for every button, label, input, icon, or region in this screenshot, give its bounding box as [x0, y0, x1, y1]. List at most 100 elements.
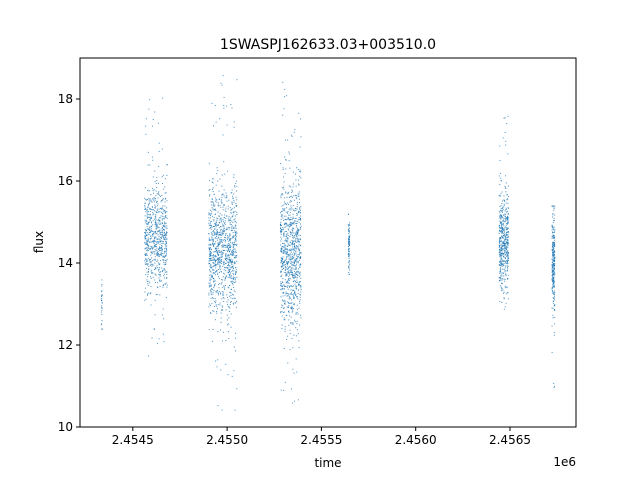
data-point	[280, 249, 282, 251]
data-point	[295, 293, 297, 295]
data-point	[552, 231, 554, 233]
data-point	[146, 279, 148, 281]
data-point	[212, 230, 214, 232]
data-point	[288, 298, 290, 300]
data-point	[282, 167, 284, 169]
data-point	[504, 185, 506, 187]
data-point	[215, 184, 217, 186]
data-point	[225, 192, 227, 194]
data-point	[159, 230, 161, 232]
data-point	[233, 270, 235, 272]
data-point	[292, 310, 294, 312]
data-point	[166, 245, 168, 247]
data-point	[224, 241, 226, 243]
data-point	[554, 292, 556, 294]
data-point	[553, 283, 555, 285]
data-point	[286, 293, 288, 295]
data-point	[503, 229, 505, 231]
data-point	[292, 347, 294, 349]
data-point	[287, 306, 289, 308]
data-point	[281, 283, 283, 285]
data-point	[225, 245, 227, 247]
data-point	[295, 312, 297, 314]
data-point	[235, 270, 237, 272]
data-point	[501, 278, 503, 280]
data-point	[552, 221, 554, 223]
data-point	[222, 291, 224, 293]
data-point	[234, 261, 236, 263]
data-point	[507, 268, 509, 270]
data-point	[155, 221, 157, 223]
data-point	[232, 216, 234, 218]
data-point	[215, 241, 217, 243]
data-point	[284, 245, 286, 247]
data-point	[166, 284, 168, 286]
data-point	[293, 260, 295, 262]
data-point	[292, 368, 294, 370]
data-point	[498, 272, 500, 274]
data-point	[162, 242, 164, 244]
data-point	[291, 195, 293, 197]
data-point	[146, 212, 148, 214]
data-point	[219, 283, 221, 285]
data-point	[217, 232, 219, 234]
data-point	[285, 211, 287, 213]
data-point	[161, 233, 163, 235]
data-point	[150, 271, 152, 273]
data-point	[503, 228, 505, 230]
data-point	[218, 227, 220, 229]
data-point	[498, 251, 500, 253]
data-point	[295, 288, 297, 290]
data-point	[228, 323, 230, 325]
data-point	[154, 204, 156, 206]
data-point	[213, 193, 215, 195]
data-point	[208, 260, 210, 262]
data-point	[214, 319, 216, 321]
data-point	[231, 277, 233, 279]
data-point	[283, 236, 285, 238]
data-point	[295, 185, 297, 187]
data-point	[227, 296, 229, 298]
data-point	[144, 262, 146, 264]
data-point	[296, 371, 298, 373]
data-point	[144, 255, 146, 257]
data-point	[504, 200, 506, 202]
data-point	[299, 274, 301, 276]
data-point	[498, 264, 500, 266]
data-point	[217, 224, 219, 226]
data-point	[220, 309, 222, 311]
data-point	[230, 297, 232, 299]
data-point	[298, 221, 300, 223]
data-point	[292, 268, 294, 270]
data-point	[281, 268, 283, 270]
data-point	[149, 238, 151, 240]
data-point	[285, 291, 287, 293]
data-point	[155, 225, 157, 227]
data-point	[157, 193, 159, 195]
data-point	[347, 213, 349, 215]
data-point	[100, 297, 102, 299]
data-point	[505, 235, 507, 237]
data-point	[221, 241, 223, 243]
data-point	[208, 212, 210, 214]
data-point	[156, 225, 158, 227]
data-point	[235, 222, 237, 224]
data-point	[554, 385, 556, 387]
data-point	[287, 254, 289, 256]
data-point	[299, 169, 301, 171]
data-point	[228, 257, 230, 259]
data-point	[217, 245, 219, 247]
data-point	[224, 197, 226, 199]
data-point	[288, 285, 290, 287]
data-point	[498, 195, 500, 197]
data-point	[300, 205, 302, 207]
data-point	[222, 134, 224, 136]
data-point	[211, 289, 213, 291]
data-point	[231, 250, 233, 252]
data-point	[211, 233, 213, 235]
data-point	[231, 107, 233, 109]
data-point	[227, 258, 229, 260]
data-point	[219, 205, 221, 207]
data-point	[553, 387, 555, 389]
data-point	[287, 238, 289, 240]
